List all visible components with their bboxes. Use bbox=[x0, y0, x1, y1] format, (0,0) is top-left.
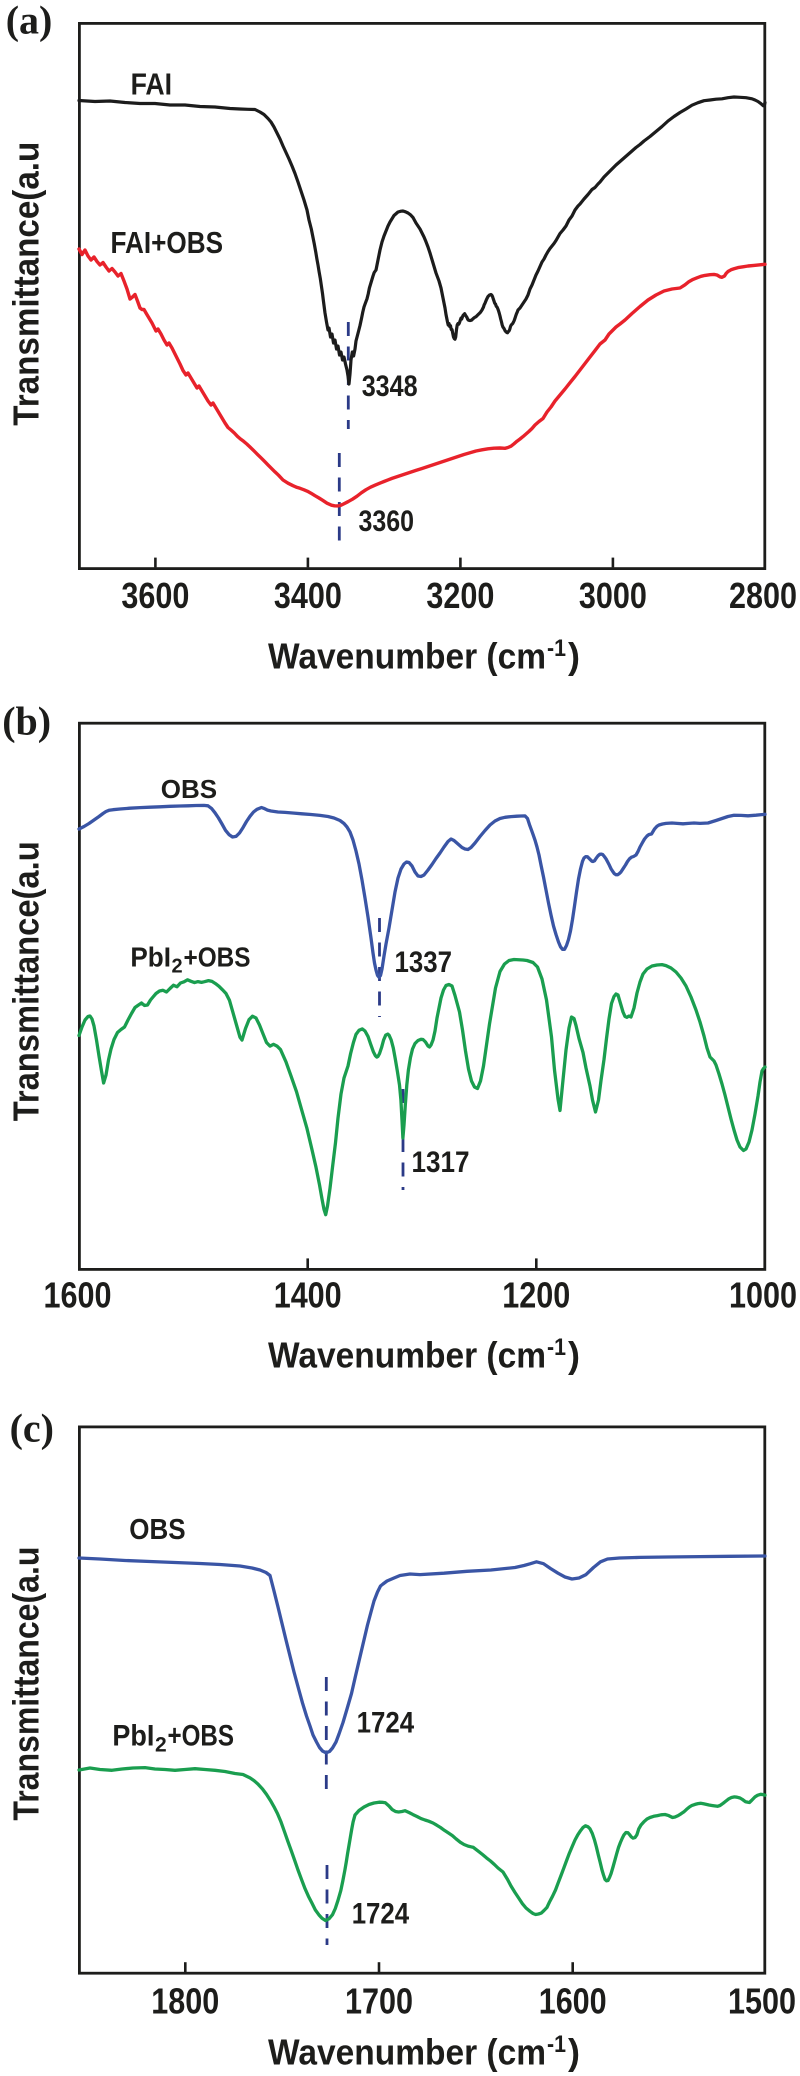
svg-text:Wavenumber (cm: Wavenumber (cm bbox=[268, 1334, 546, 1375]
svg-text:1200: 1200 bbox=[502, 1275, 570, 1316]
svg-text:-1: -1 bbox=[547, 1334, 566, 1361]
svg-text:): ) bbox=[568, 1334, 580, 1375]
svg-text:-1: -1 bbox=[547, 2031, 566, 2058]
svg-text:3000: 3000 bbox=[579, 575, 647, 616]
svg-text:Transmittance(a.u: Transmittance(a.u bbox=[6, 1547, 47, 1821]
svg-text:OBS: OBS bbox=[129, 1514, 185, 1546]
svg-text:FAI: FAI bbox=[131, 66, 173, 101]
svg-text:1400: 1400 bbox=[274, 1275, 342, 1316]
svg-text:+OBS: +OBS bbox=[184, 942, 251, 973]
svg-text:1600: 1600 bbox=[44, 1275, 112, 1316]
svg-text:1724: 1724 bbox=[357, 1707, 415, 1740]
svg-text:3400: 3400 bbox=[274, 575, 342, 616]
svg-text:+OBS: +OBS bbox=[168, 1720, 235, 1753]
svg-text:Wavenumber (cm: Wavenumber (cm bbox=[268, 2032, 546, 2073]
svg-text:1700: 1700 bbox=[345, 1981, 413, 2022]
svg-text:PbI: PbI bbox=[130, 942, 171, 973]
svg-text:1600: 1600 bbox=[539, 1981, 607, 2022]
svg-text:OBS: OBS bbox=[161, 774, 217, 804]
svg-text:3600: 3600 bbox=[121, 575, 189, 616]
svg-text:1724: 1724 bbox=[352, 1898, 410, 1931]
svg-text:PbI: PbI bbox=[112, 1720, 154, 1753]
svg-text:1800: 1800 bbox=[151, 1981, 219, 2022]
svg-text:3360: 3360 bbox=[359, 505, 415, 538]
svg-text:2: 2 bbox=[172, 956, 183, 978]
svg-text:1500: 1500 bbox=[728, 1981, 796, 2022]
svg-text:2800: 2800 bbox=[729, 575, 797, 616]
svg-text:Wavenumber (cm: Wavenumber (cm bbox=[268, 636, 546, 677]
svg-text:2: 2 bbox=[155, 1734, 167, 1757]
svg-text:FAI+OBS: FAI+OBS bbox=[111, 225, 224, 260]
svg-text:1000: 1000 bbox=[729, 1275, 797, 1316]
svg-text:(b): (b) bbox=[2, 699, 51, 744]
svg-text:-1: -1 bbox=[547, 635, 566, 662]
svg-text:(c): (c) bbox=[10, 1405, 54, 1450]
svg-text:1337: 1337 bbox=[395, 946, 453, 979]
svg-text:1317: 1317 bbox=[412, 1146, 470, 1179]
svg-text:3200: 3200 bbox=[426, 575, 494, 616]
svg-text:): ) bbox=[568, 636, 580, 677]
svg-text:): ) bbox=[568, 2032, 580, 2073]
svg-text:Transmittance(a.u: Transmittance(a.u bbox=[6, 142, 47, 426]
svg-text:(a): (a) bbox=[6, 0, 53, 43]
svg-text:3348: 3348 bbox=[362, 370, 418, 403]
svg-text:Transmittance(a.u: Transmittance(a.u bbox=[6, 841, 47, 1121]
